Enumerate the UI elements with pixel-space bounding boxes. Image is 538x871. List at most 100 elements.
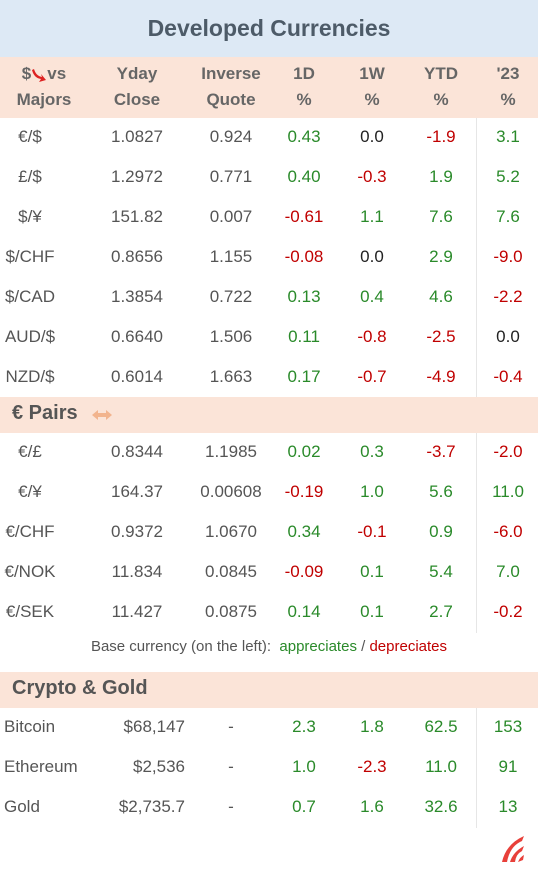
cell: 1.0 xyxy=(292,757,316,776)
cell: 0.0 xyxy=(360,247,384,266)
cell: 11.834 xyxy=(111,562,163,581)
cell: 7.6 xyxy=(429,207,453,226)
legend: Base currency (on the left): appreciates… xyxy=(0,638,538,655)
cell: -0.3 xyxy=(357,167,387,186)
legend-text: Base currency (on the left): xyxy=(90,638,272,655)
cell: 1.6 xyxy=(360,797,384,816)
cell: 0.6014 xyxy=(111,367,163,386)
header-text: % xyxy=(296,90,312,109)
cell: - xyxy=(228,797,234,816)
header-text: % xyxy=(364,90,380,109)
header-text: 1D xyxy=(293,64,315,83)
header-text: Close xyxy=(113,90,161,109)
column-header: '23% xyxy=(463,61,538,113)
cell: 11.427 xyxy=(111,602,163,621)
cell: 11.0 xyxy=(492,482,524,501)
header-text: Majors xyxy=(16,90,72,109)
legend-up: appreciates xyxy=(279,638,357,655)
header-text: % xyxy=(433,90,449,109)
section-title: € Pairs xyxy=(12,402,78,424)
cell: -3.7 xyxy=(426,442,456,461)
cell: 0.722 xyxy=(209,287,253,306)
cell: 0.00608 xyxy=(200,482,262,501)
cell: 0.4 xyxy=(360,287,384,306)
logo xyxy=(502,836,524,862)
cell: 7.0 xyxy=(496,562,520,581)
row-label: €/$ xyxy=(18,127,42,146)
column-header: YTD% xyxy=(396,61,486,113)
section-band: Crypto & Gold xyxy=(0,672,538,708)
cell: 153 xyxy=(493,717,523,736)
section-title: Crypto & Gold xyxy=(12,677,148,699)
icon xyxy=(92,410,112,420)
header-text: % xyxy=(500,90,516,109)
arrow-icon xyxy=(32,68,47,82)
cell: 0.0 xyxy=(496,327,520,346)
cell: 164.37 xyxy=(111,482,163,501)
cell: 2.3 xyxy=(292,717,316,736)
section-band: € Pairs xyxy=(0,397,538,433)
header-text: Inverse xyxy=(201,64,261,83)
header-row: $ vs Majors Yday Close Inverse Quote 1D% 1W% YTD%… xyxy=(0,57,538,118)
cell: -2.3 xyxy=(357,757,387,776)
cell: 0.17 xyxy=(287,367,321,386)
cell: 151.82 xyxy=(111,207,163,226)
column-header: Yday Close xyxy=(92,61,182,113)
row-label: $/¥ xyxy=(18,207,42,226)
cell: $2,735.7 xyxy=(118,797,185,816)
cell: -2.0 xyxy=(493,442,523,461)
cell: -2.2 xyxy=(493,287,523,306)
cell: 0.9 xyxy=(429,522,453,541)
cell: -0.7 xyxy=(357,367,387,386)
cell: 0.43 xyxy=(287,127,321,146)
cell: - xyxy=(228,717,234,736)
cell: 0.9372 xyxy=(111,522,163,541)
cell: 1.0670 xyxy=(205,522,257,541)
cell: -0.1 xyxy=(357,522,387,541)
cell: 5.6 xyxy=(429,482,453,501)
cell: 1.8 xyxy=(360,717,384,736)
row-label: €/¥ xyxy=(18,482,42,501)
cell: 0.0 xyxy=(360,127,384,146)
cell: -1.9 xyxy=(426,127,456,146)
cell: 13 xyxy=(498,797,518,816)
cell: -0.08 xyxy=(284,247,324,266)
row-label: $/CHF xyxy=(5,247,55,266)
cell: 0.8656 xyxy=(111,247,163,266)
cell: 32.6 xyxy=(424,797,458,816)
row-label: £/$ xyxy=(18,167,42,186)
row-label: €/CHF xyxy=(5,522,55,541)
cell: 0.13 xyxy=(287,287,321,306)
cell: 1.2972 xyxy=(111,167,163,186)
cell: 0.8344 xyxy=(111,442,163,461)
cell: 0.11 xyxy=(288,327,320,346)
header-text: '23 xyxy=(496,64,520,83)
row-label: €/£ xyxy=(18,442,42,461)
cell: 1.0827 xyxy=(111,127,163,146)
title-band: Developed Currencies xyxy=(0,0,538,57)
cell: 2.9 xyxy=(429,247,453,266)
row-label: $/CAD xyxy=(4,287,56,306)
cell: -0.4 xyxy=(493,367,523,386)
cell: 0.02 xyxy=(287,442,321,461)
cell: -9.0 xyxy=(493,247,523,266)
row-label: Bitcoin xyxy=(4,717,56,736)
column-header: 1D% xyxy=(259,61,349,113)
row-label: AUD/$ xyxy=(4,327,56,346)
legend-sep: / xyxy=(361,638,366,655)
cell: 3.1 xyxy=(496,127,520,146)
cell: 1.506 xyxy=(209,327,253,346)
row-label: Ethereum xyxy=(4,757,78,776)
cell: 11.0 xyxy=(425,757,457,776)
row-label: NZD/$ xyxy=(5,367,55,386)
cell: 91 xyxy=(498,757,518,776)
cell: 0.1 xyxy=(360,562,384,581)
legend-down: depreciates xyxy=(369,638,448,655)
header-text: vs xyxy=(47,64,67,83)
row-label: €/SEK xyxy=(5,602,55,621)
header-text: 1W xyxy=(359,64,385,83)
cell: -0.8 xyxy=(357,327,387,346)
divider xyxy=(476,433,477,633)
cell: 0.40 xyxy=(287,167,321,186)
